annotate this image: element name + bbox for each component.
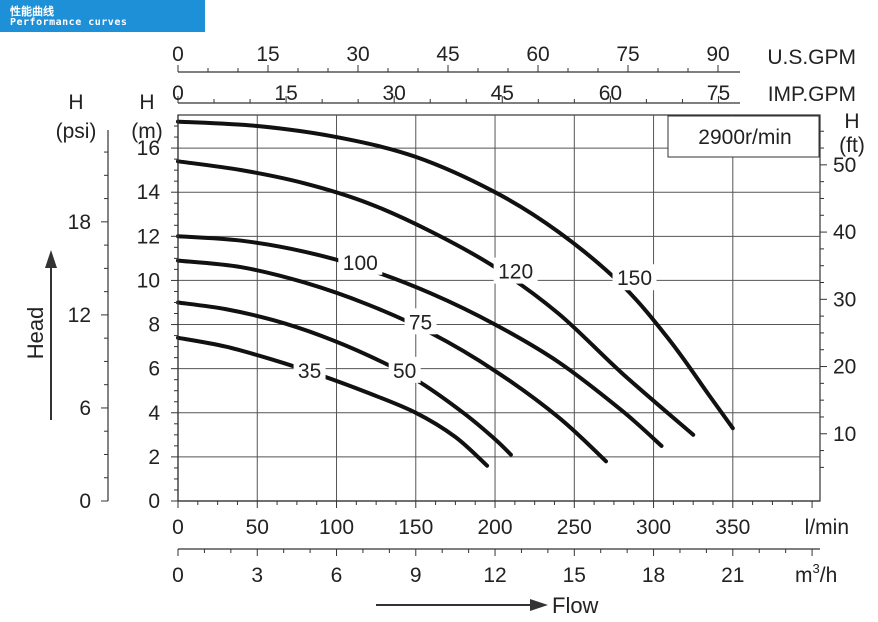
curve-label-50: 50	[393, 360, 416, 383]
curve-label-120: 120	[498, 261, 533, 284]
x-axis-m3h-tick-label: 12	[483, 564, 506, 587]
curve-label-100: 100	[343, 252, 378, 275]
speed-label: 2900r/min	[698, 126, 791, 149]
y-axis-psi-label-h: H	[68, 91, 83, 114]
y-axis-m-tick-label: 14	[137, 181, 161, 204]
curve-75	[176, 258, 608, 464]
x-axis-lmin-tick-label: 300	[636, 516, 671, 539]
x-axis-lmin-tick-label: 100	[319, 516, 354, 539]
unit-base: m	[795, 564, 813, 587]
y-axis-m-label-unit: (m)	[131, 120, 162, 143]
y-axis-ft-label-unit: (ft)	[839, 134, 865, 157]
x-axis-m3h-label: m3/h	[795, 561, 837, 587]
section-header: 性能曲线 Performance curves	[0, 0, 205, 32]
y-axis-m-label-h: H	[139, 91, 154, 114]
x-axis-m3h-tick-label: 0	[172, 564, 184, 587]
curve-label-bg	[612, 264, 657, 291]
y-axis-psi-tick-label: 6	[79, 397, 91, 420]
header-title-en: Performance curves	[10, 17, 128, 28]
unit-superscript: 3	[813, 561, 820, 576]
x-axis-usgpm-tick-label: 0	[172, 43, 184, 66]
x-axis-lmin-tick-label: 250	[557, 516, 592, 539]
speed-box	[667, 115, 820, 158]
y-axis-m-tick-label: 4	[148, 402, 160, 425]
header-title-cn: 性能曲线	[10, 5, 54, 18]
head-title: Head	[23, 307, 48, 360]
chart-curves: 35 50 75 100 120 150	[176, 119, 735, 468]
x-axis-usgpm-tick-label: 15	[256, 43, 279, 66]
x-axis-m3h-tick-label: 9	[410, 564, 422, 587]
curve-label-35: 35	[298, 360, 321, 383]
y-axis-m-tick-label: 0	[148, 490, 160, 513]
y-axis-ft-tick-label: 50	[833, 154, 856, 177]
x-axis-impgpm-tick-label: 45	[491, 82, 514, 105]
curve-150	[176, 119, 735, 431]
y-axis-psi-tick-label: 0	[79, 490, 91, 513]
x-axis-lmin-tick-label: 150	[398, 516, 433, 539]
curve-label-bg	[404, 308, 437, 335]
curve-label-150: 150	[617, 267, 652, 290]
x-axis-lmin-tick-label: 0	[172, 516, 184, 539]
y-axis-ft-tick-label: 20	[833, 356, 856, 379]
y-axis-ft-label-h: H	[844, 110, 859, 133]
x-axis-impgpm-tick-label: 75	[707, 82, 730, 105]
x-axis-usgpm-tick-label: 45	[436, 43, 459, 66]
head-arrow-head	[45, 250, 57, 268]
y-axis-ft-tick-label: 40	[833, 221, 856, 244]
y-axis-psi-label-unit: (psi)	[56, 120, 97, 143]
curve-120	[176, 159, 696, 437]
y-axis-m-tick-label: 12	[137, 225, 160, 248]
curve-35	[176, 335, 490, 468]
x-axis-lmin-tick-label: 200	[478, 516, 513, 539]
unit-tail: /h	[820, 564, 838, 587]
flow-arrow-head	[530, 599, 548, 611]
x-axis-usgpm-tick-label: 90	[706, 43, 729, 66]
curve-50	[176, 300, 513, 457]
x-axis-m3h-tick-label: 18	[642, 564, 665, 587]
y-axis-ft-tick-label: 30	[833, 288, 856, 311]
chart-axes	[45, 65, 827, 611]
curve-label-bg	[293, 356, 326, 383]
y-axis-ft-tick-label: 10	[833, 423, 856, 446]
y-axis-psi-tick-label: 12	[68, 304, 91, 327]
y-axis-m-tick-label: 6	[148, 358, 160, 381]
flow-title: Flow	[552, 593, 599, 618]
x-axis-lmin-tick-label: 350	[715, 516, 750, 539]
y-axis-m-tick-label: 2	[148, 446, 160, 469]
x-axis-impgpm-tick-label: 15	[274, 82, 297, 105]
x-axis-impgpm-tick-label: 30	[383, 82, 406, 105]
y-axis-m-tick-label: 16	[137, 137, 160, 160]
x-axis-m3h-tick-label: 15	[563, 564, 586, 587]
x-axis-m3h-tick-label: 21	[721, 564, 744, 587]
x-axis-impgpm-label: IMP.GPM	[768, 83, 856, 106]
x-axis-lmin-tick-label: 50	[246, 516, 269, 539]
x-axis-usgpm-tick-label: 30	[346, 43, 369, 66]
x-axis-m3h-tick-label: 3	[251, 564, 263, 587]
y-axis-m-tick-label: 10	[137, 269, 160, 292]
x-axis-lmin-label: l/min	[805, 516, 849, 539]
x-axis-m3h-tick-label: 6	[331, 564, 343, 587]
x-axis-impgpm-tick-label: 60	[599, 82, 622, 105]
curve-100	[176, 234, 664, 448]
curve-label-75: 75	[409, 311, 432, 334]
x-axis-usgpm-tick-label: 75	[616, 43, 639, 66]
curve-label-bg	[493, 257, 538, 284]
x-axis-impgpm-tick-label: 0	[172, 82, 184, 105]
x-axis-usgpm-label: U.S.GPM	[767, 46, 856, 69]
curve-label-bg	[338, 248, 383, 275]
curve-label-bg	[388, 356, 421, 383]
x-axis-usgpm-tick-label: 60	[526, 43, 549, 66]
y-axis-m-tick-label: 8	[148, 314, 160, 337]
y-axis-psi-tick-label: 18	[68, 211, 91, 234]
